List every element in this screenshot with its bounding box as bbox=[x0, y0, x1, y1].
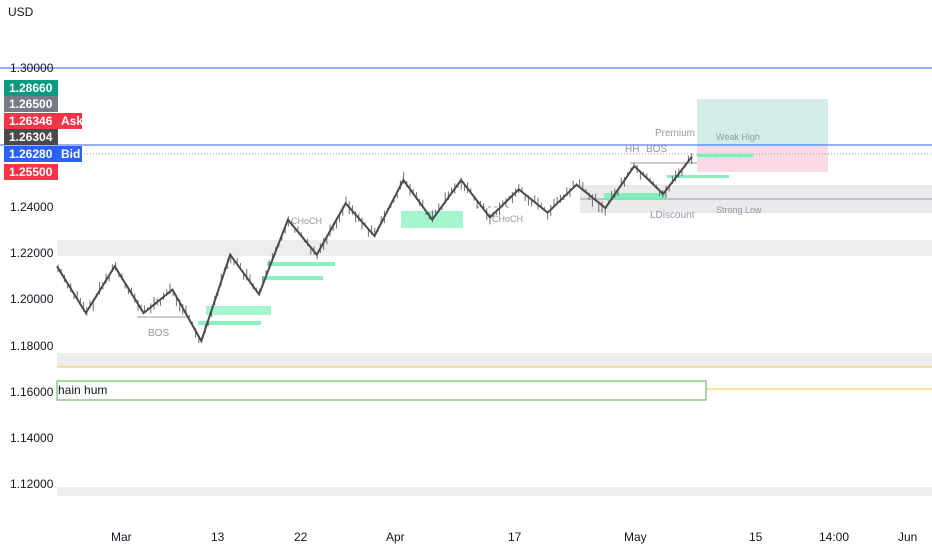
hain-hum-box bbox=[56, 380, 707, 401]
y-tick-5: 1.16000 bbox=[10, 385, 54, 399]
annotation-hain-hum: hain hum bbox=[58, 383, 107, 397]
y-tick-6: 1.14000 bbox=[10, 431, 54, 445]
annotation-premium: Premium bbox=[655, 128, 695, 139]
currency-label: USD bbox=[8, 5, 34, 19]
svg-text:1.26280: 1.26280 bbox=[9, 147, 53, 161]
y-tick-0: 1.30000 bbox=[10, 61, 54, 75]
annotation-bos-2: BOS bbox=[646, 144, 667, 155]
annotation-strong-low: Strong Low bbox=[716, 205, 762, 215]
svg-text:1.26500: 1.26500 bbox=[9, 97, 53, 111]
ob-2 bbox=[198, 321, 261, 325]
ob-8 bbox=[697, 154, 753, 157]
annotation-choch-2: CHoCH bbox=[492, 214, 523, 224]
x-tick-3: Apr bbox=[386, 530, 405, 544]
x-tick-6: 15 bbox=[749, 530, 763, 544]
zone-gray-2 bbox=[57, 353, 932, 367]
annotation-choch-1: CHoCH bbox=[291, 216, 322, 226]
svg-text:1.26346: 1.26346 bbox=[9, 114, 53, 128]
price-tag-0: 1.28660 bbox=[4, 80, 58, 96]
annotation-bos-1: BOS bbox=[148, 328, 169, 339]
zone-gray-3 bbox=[57, 487, 932, 496]
svg-text:Bid: Bid bbox=[61, 147, 80, 161]
ob-6 bbox=[604, 193, 666, 200]
ob-3 bbox=[267, 262, 335, 266]
y-tick-3: 1.20000 bbox=[10, 292, 54, 306]
x-tick-2: 22 bbox=[294, 530, 308, 544]
x-tick-0: Mar bbox=[111, 530, 132, 544]
y-tick-2: 1.22000 bbox=[10, 246, 54, 260]
y-tick-7: 1.12000 bbox=[10, 477, 54, 491]
price-tag-5: 1.25500 bbox=[4, 164, 58, 180]
svg-text:1.26304: 1.26304 bbox=[9, 130, 53, 144]
y-tick-4: 1.18000 bbox=[10, 339, 54, 353]
discount-box bbox=[697, 146, 828, 172]
swing-structure-line bbox=[56, 156, 693, 344]
ob-4 bbox=[262, 276, 323, 280]
price-tag-4: 1.26280 Bid bbox=[4, 146, 82, 162]
x-tick-8: Jun bbox=[898, 530, 917, 544]
x-tick-1: 13 bbox=[211, 530, 225, 544]
svg-text:1.25500: 1.25500 bbox=[9, 165, 53, 179]
premium-box bbox=[697, 99, 828, 146]
annotation-weak-high: Weak High bbox=[716, 132, 760, 142]
price-tag-2: 1.26346 Ask bbox=[4, 113, 83, 129]
annotation-hh: HH bbox=[625, 144, 639, 155]
svg-text:1.28660: 1.28660 bbox=[9, 81, 53, 95]
x-tick-4: 17 bbox=[508, 530, 522, 544]
zone-gray-1 bbox=[57, 240, 932, 256]
annotation-ldiscount: LDiscount bbox=[650, 210, 695, 221]
y-tick-1: 1.24000 bbox=[10, 200, 54, 214]
ob-1 bbox=[206, 306, 271, 315]
price-tag-3: 1.26304 bbox=[4, 129, 58, 145]
ob-7 bbox=[667, 175, 729, 178]
x-tick-5: May bbox=[624, 530, 647, 544]
svg-text:Ask: Ask bbox=[61, 114, 83, 128]
x-tick-7: 14:00 bbox=[819, 530, 849, 544]
price-tag-1: 1.26500 bbox=[4, 96, 58, 112]
